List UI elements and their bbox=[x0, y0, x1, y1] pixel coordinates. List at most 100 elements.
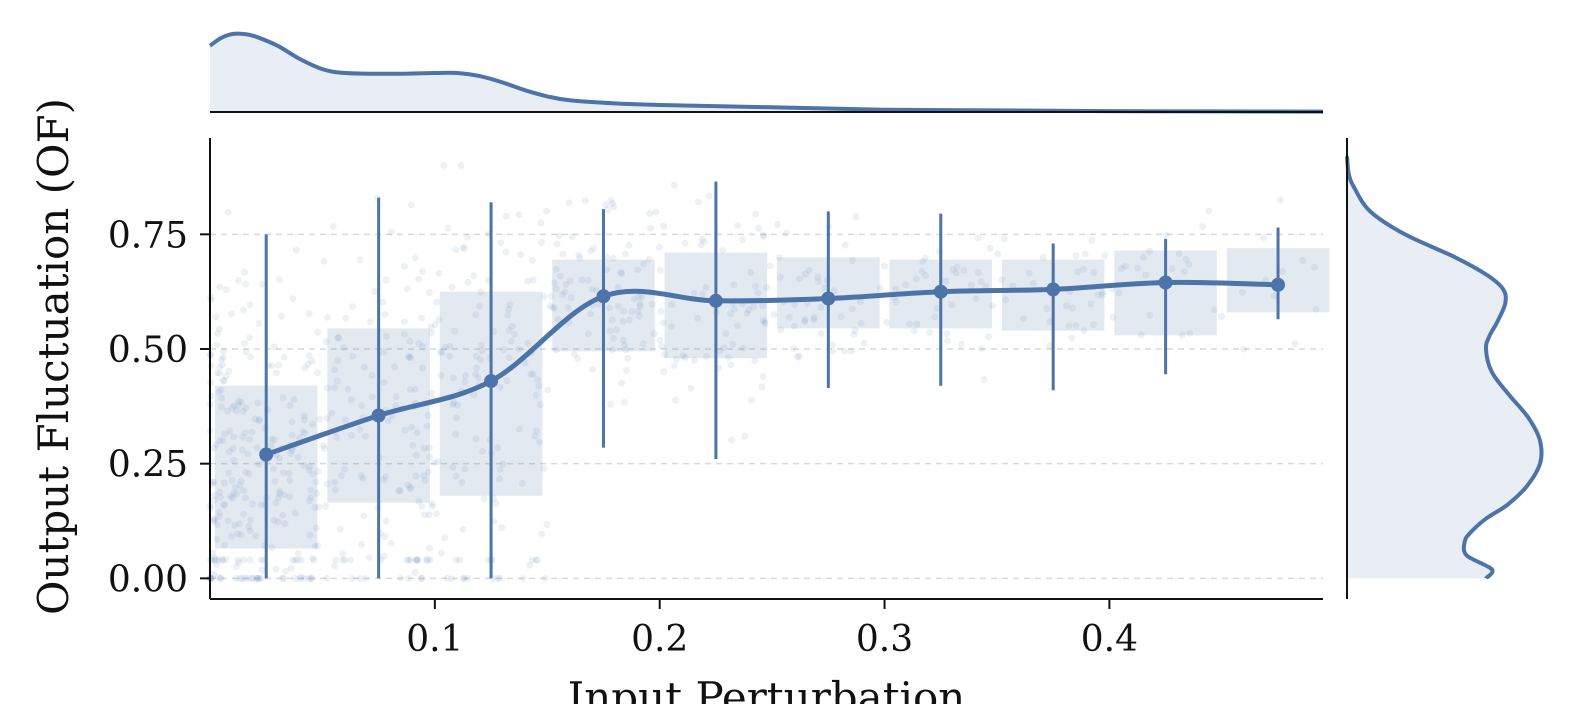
scatter-point bbox=[227, 492, 235, 500]
scatter-point bbox=[625, 316, 633, 324]
scatter-point bbox=[619, 336, 627, 344]
scatter-point bbox=[660, 368, 668, 376]
scatter-point bbox=[502, 212, 510, 220]
scatter-point bbox=[305, 352, 313, 360]
scatter-point bbox=[339, 344, 347, 352]
x-ticks: 0.1 0.2 0.3 0.4 bbox=[406, 599, 1138, 660]
mean-trend-line bbox=[263, 279, 1281, 457]
scatter-point bbox=[610, 203, 618, 211]
scatter-point bbox=[331, 366, 338, 374]
scatter-point bbox=[942, 277, 950, 285]
scatter-point bbox=[301, 416, 308, 424]
scatter-point bbox=[700, 238, 708, 246]
scatter-point bbox=[255, 416, 263, 424]
scatter-point bbox=[334, 357, 342, 365]
scatter-point bbox=[440, 162, 448, 169]
scatter-point bbox=[212, 441, 220, 449]
scatter-point bbox=[719, 246, 727, 254]
scatter-point bbox=[543, 207, 550, 215]
scatter-point bbox=[444, 224, 452, 232]
mean-marker bbox=[933, 284, 948, 299]
scatter-point bbox=[211, 492, 219, 499]
scatter-point bbox=[529, 276, 537, 284]
scatter-point bbox=[277, 312, 285, 320]
scatter-point bbox=[220, 377, 228, 385]
scatter-point bbox=[974, 269, 982, 276]
scatter-point bbox=[225, 367, 233, 375]
scatter-point bbox=[472, 435, 480, 443]
scatter-point bbox=[589, 365, 596, 373]
scatter-point bbox=[766, 262, 774, 270]
scatter-point bbox=[817, 304, 825, 311]
scatter-point bbox=[258, 566, 266, 574]
scatter-point bbox=[1168, 265, 1176, 272]
scatter-point bbox=[214, 330, 222, 337]
scatter-point bbox=[329, 222, 337, 230]
mean-marker bbox=[1158, 275, 1173, 290]
scatter-point bbox=[219, 347, 227, 355]
scatter-point bbox=[341, 465, 349, 473]
scatter-point bbox=[472, 311, 480, 319]
scatter-point bbox=[974, 234, 982, 242]
scatter-point bbox=[472, 370, 480, 378]
scatter-point bbox=[339, 556, 347, 564]
scatter-point bbox=[222, 286, 230, 294]
scatter-point bbox=[323, 480, 331, 488]
scatter-point bbox=[741, 432, 749, 440]
scatter-point bbox=[777, 326, 785, 334]
scatter-point bbox=[492, 500, 500, 507]
scatter-point bbox=[1068, 334, 1076, 342]
scatter-point bbox=[703, 353, 710, 360]
scatter-point bbox=[248, 574, 256, 582]
scatter-point bbox=[763, 283, 771, 291]
scatter-point bbox=[211, 554, 219, 562]
scatter-point bbox=[331, 478, 339, 486]
scatter-point bbox=[759, 373, 767, 380]
scatter-point bbox=[755, 224, 763, 232]
scatter-point bbox=[217, 355, 225, 363]
scatter-point bbox=[1074, 268, 1082, 276]
scatter-point bbox=[634, 266, 642, 274]
scatter-point bbox=[1218, 313, 1226, 321]
scatter-point bbox=[405, 353, 413, 361]
scatter-point bbox=[286, 477, 294, 484]
scatter-point bbox=[401, 262, 409, 270]
scatter-point bbox=[1139, 253, 1147, 261]
scatter-point bbox=[673, 355, 680, 363]
scatter-point bbox=[314, 542, 322, 550]
scatter-point bbox=[448, 574, 456, 582]
scatter-point bbox=[242, 468, 249, 476]
scatter-point bbox=[624, 354, 632, 362]
scatter-point bbox=[505, 305, 513, 313]
scatter-point bbox=[234, 401, 242, 409]
scatter-point bbox=[1312, 305, 1320, 313]
scatter-point bbox=[433, 298, 441, 306]
scatter-point bbox=[438, 349, 446, 357]
scatter-point bbox=[790, 322, 798, 330]
scatter-point bbox=[620, 307, 628, 315]
scatter-point bbox=[670, 362, 678, 370]
scatter-point bbox=[424, 556, 431, 564]
scatter-point bbox=[608, 316, 616, 324]
scatter-point bbox=[382, 276, 390, 284]
mean-marker bbox=[371, 408, 386, 423]
scatter-point bbox=[387, 539, 395, 547]
scatter-point bbox=[308, 574, 316, 582]
scatter-point bbox=[473, 364, 481, 372]
scatter-point bbox=[218, 394, 226, 402]
scatter-point bbox=[474, 374, 482, 382]
scatter-point bbox=[770, 311, 778, 318]
scatter-point bbox=[336, 525, 344, 533]
scatter-point bbox=[238, 574, 246, 582]
scatter-point bbox=[776, 254, 783, 261]
scatter-point bbox=[857, 298, 864, 306]
scatter-point bbox=[1182, 255, 1190, 263]
scatter-point bbox=[730, 305, 738, 313]
top-marginal-density bbox=[208, 31, 1324, 114]
scatter-point bbox=[421, 511, 428, 519]
scatter-point bbox=[906, 320, 913, 328]
scatter-point bbox=[242, 280, 249, 288]
scatter-point bbox=[257, 574, 265, 582]
scatter-point bbox=[508, 322, 516, 330]
scatter-point bbox=[347, 396, 355, 404]
